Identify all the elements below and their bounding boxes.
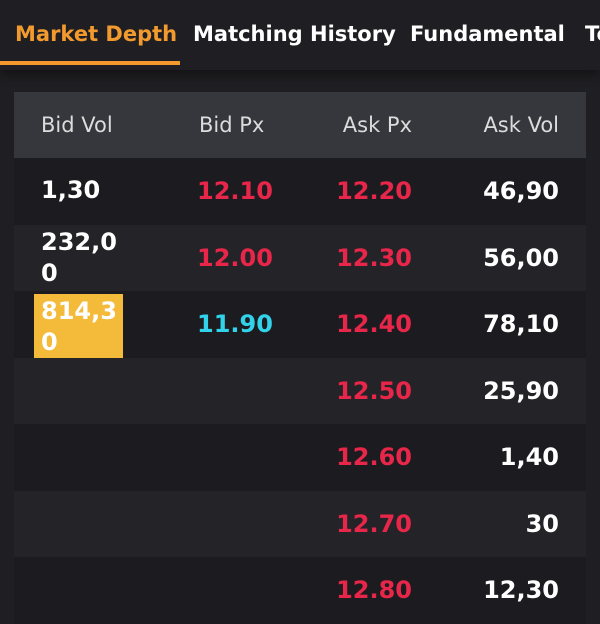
tab-bar: Market Depth Matching History Fundamenta… — [0, 0, 600, 70]
market-depth-table: Bid Vol Bid Px Ask Px Ask Vol 1,30 12.10… — [14, 92, 586, 624]
ask-px-cell: 12.70 — [336, 509, 412, 538]
table-row[interactable]: 232,00 12.00 12.30 56,00 — [14, 224, 586, 291]
ask-vol-cell: 46,90 — [483, 177, 559, 205]
ask-vol-cell: 12,30 — [483, 576, 559, 604]
table-row[interactable]: 12.70 30 — [14, 490, 586, 557]
active-tab-indicator — [0, 61, 180, 65]
tab-fundamental[interactable]: Fundamental — [410, 22, 565, 46]
bid-px-cell: 12.10 — [197, 177, 273, 205]
ask-px-cell: 12.30 — [336, 243, 412, 272]
ask-px-cell: 12.20 — [336, 177, 412, 205]
ask-vol-cell: 56,00 — [483, 243, 559, 272]
header-bid-vol: Bid Vol — [41, 113, 113, 137]
table-header: Bid Vol Bid Px Ask Px Ask Vol — [14, 92, 586, 158]
table-row[interactable]: 1,30 12.10 12.20 46,90 — [14, 158, 586, 225]
header-bid-px: Bid Px — [199, 113, 265, 137]
bid-vol-cell: 1,30 — [41, 176, 101, 204]
ask-px-cell: 12.50 — [336, 376, 412, 405]
ask-px-cell: 12.80 — [336, 576, 412, 604]
ask-vol-cell: 30 — [525, 509, 559, 538]
ask-vol-cell: 1,40 — [499, 443, 559, 471]
tab-overflow[interactable]: Te — [585, 22, 600, 46]
bid-px-cell: 12.00 — [197, 243, 273, 272]
header-ask-px: Ask Px — [342, 113, 412, 137]
ask-px-cell: 12.60 — [336, 443, 412, 471]
ask-px-cell: 12.40 — [336, 310, 412, 338]
ask-vol-cell: 25,90 — [483, 376, 559, 405]
bid-vol-cell: 232,00 — [41, 227, 117, 287]
bid-px-cell: 11.90 — [197, 310, 273, 338]
table-row[interactable]: 12.60 1,40 — [14, 424, 586, 491]
tab-market-depth[interactable]: Market Depth — [15, 22, 178, 46]
table-row[interactable]: 12.50 25,90 — [14, 357, 586, 424]
header-ask-vol: Ask Vol — [483, 113, 559, 137]
table-row[interactable]: 814,30 11.90 12.40 78,10 — [14, 291, 586, 358]
tab-matching-history[interactable]: Matching History — [193, 22, 396, 46]
bid-vol-cell-highlighted: 814,30 — [34, 294, 123, 358]
ask-vol-cell: 78,10 — [483, 310, 559, 338]
table-row[interactable]: 12.80 12,30 — [14, 557, 586, 624]
